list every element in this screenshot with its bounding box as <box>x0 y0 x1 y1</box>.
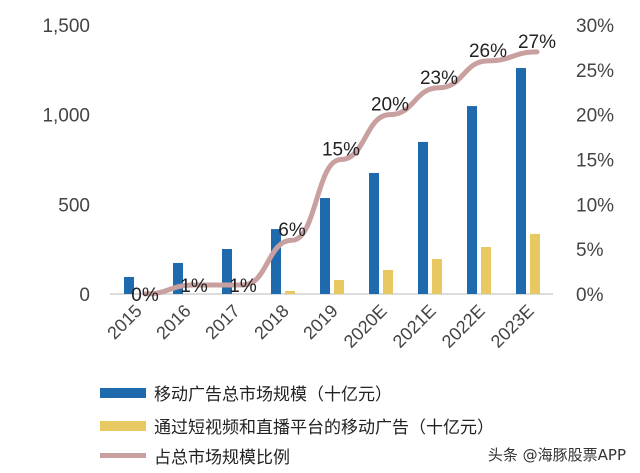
x-tick-label: 2020E <box>340 301 391 352</box>
x-tick-label: 2015 <box>103 301 145 343</box>
legend-swatch-share <box>100 453 146 458</box>
data-label-share: 20% <box>371 95 409 116</box>
y-tick-label: 0 <box>79 285 90 306</box>
bar-shortvideo <box>432 259 442 294</box>
line-share <box>142 49 540 297</box>
bar-total <box>320 198 330 294</box>
y2-tick-label: 20% <box>576 106 614 127</box>
y2-tick-label: 30% <box>576 16 614 37</box>
bar-total <box>418 141 428 294</box>
bar-total <box>516 68 526 294</box>
legend-item-total: 移动广告总市场规模（十亿元） <box>100 380 392 405</box>
y-tick-label: 1,500 <box>42 16 90 37</box>
y2-tick-label: 5% <box>576 240 604 261</box>
data-label-share: 26% <box>469 41 507 62</box>
y2-tick-label: 15% <box>576 151 614 172</box>
data-label-share: 27% <box>518 32 556 53</box>
bar-total <box>222 248 232 294</box>
bar-shortvideo <box>334 280 344 294</box>
bar-total <box>124 276 134 294</box>
data-label-share: 1% <box>229 276 257 297</box>
y2-tick-label: 25% <box>576 61 614 82</box>
watermark: 头条 @海豚股票APP <box>487 446 626 464</box>
bar-shortvideo <box>481 247 491 294</box>
bar-total <box>271 229 281 294</box>
bar-total <box>173 262 183 294</box>
x-tick-label: 2018 <box>250 301 292 343</box>
bar-total <box>369 172 379 294</box>
legend-swatch-shortvideo <box>100 420 146 431</box>
data-label-share: 1% <box>180 276 208 297</box>
legend-item-shortvideo: 通过短视频和直播平台的移动广告（十亿元） <box>100 413 494 438</box>
x-tick-label: 2023E <box>487 301 538 352</box>
x-tick-label: 2019 <box>299 301 341 343</box>
bar-total <box>467 106 477 294</box>
legend-item-share: 占总市场规模比例 <box>100 443 290 468</box>
data-label-share: 6% <box>278 220 306 241</box>
x-tick-label: 2016 <box>152 301 194 343</box>
x-tick-label: 2017 <box>201 301 243 343</box>
y-tick-label: 500 <box>58 195 90 216</box>
data-label-share: 23% <box>420 68 458 89</box>
legend-label-shortvideo: 通过短视频和直播平台的移动广告（十亿元） <box>154 418 494 438</box>
legend-label-total: 移动广告总市场规模（十亿元） <box>154 385 392 405</box>
bar-shortvideo <box>383 269 393 294</box>
y-tick-label: 1,000 <box>42 106 90 127</box>
y2-tick-label: 10% <box>576 195 614 216</box>
x-tick-label: 2021E <box>389 301 440 352</box>
bar-shortvideo <box>285 290 295 294</box>
bar-shortvideo <box>530 233 540 294</box>
data-label-share: 15% <box>322 140 360 161</box>
x-tick-label: 2022E <box>438 301 489 352</box>
legend-swatch-total <box>100 387 146 398</box>
y2-tick-label: 0% <box>576 285 604 306</box>
data-label-share: 0% <box>131 285 159 306</box>
legend-label-share: 占总市场规模比例 <box>154 448 290 468</box>
